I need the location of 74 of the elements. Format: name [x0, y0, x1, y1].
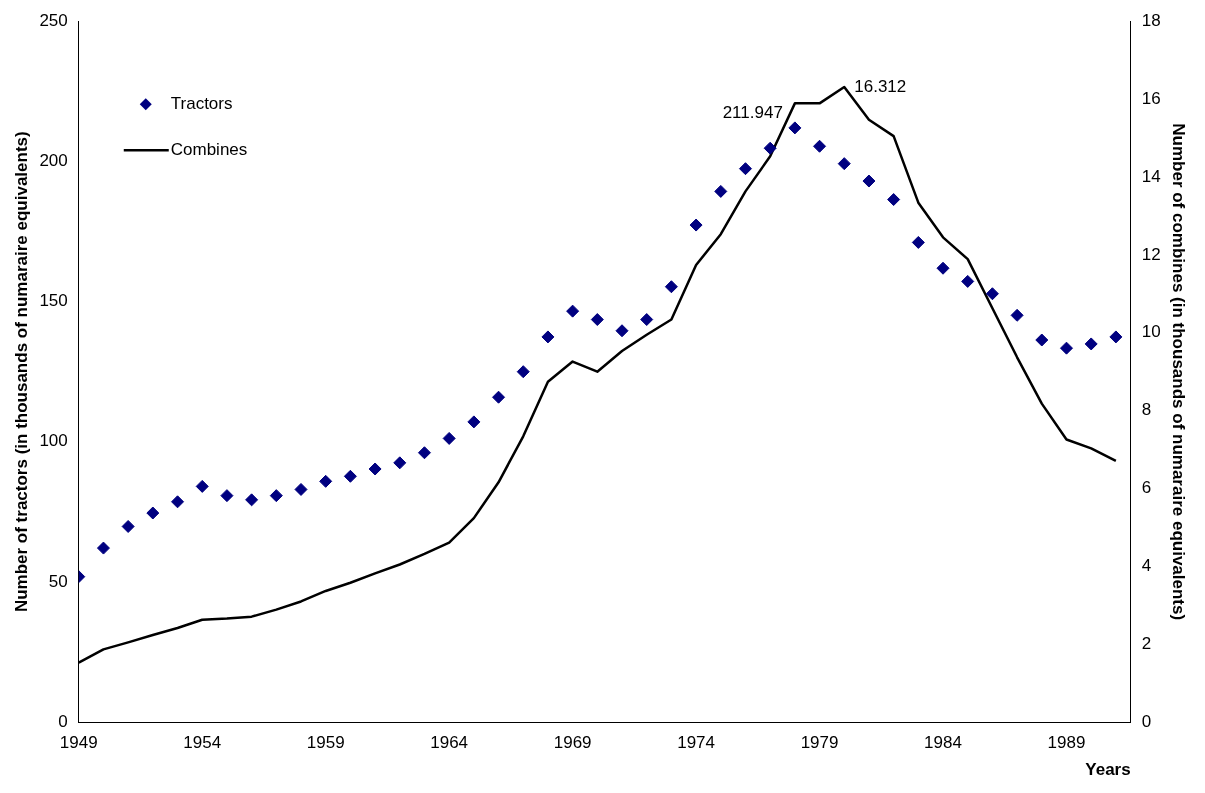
y2-tick-label: 12 [1141, 244, 1161, 264]
point [146, 506, 160, 520]
y2-tick-label: 8 [1141, 400, 1152, 420]
data-label: 16.312 [854, 76, 907, 96]
point [1059, 341, 1073, 355]
legend-label: Combines [170, 139, 248, 159]
point [368, 462, 382, 476]
point [664, 280, 678, 294]
y-tick-label: 250 [39, 10, 68, 30]
point [492, 390, 506, 404]
y2-tick-label: 14 [1141, 166, 1161, 186]
y2-axis-title: Number of combines (in thousands of numaraire equivalents) [1169, 123, 1189, 621]
point [516, 365, 530, 379]
point [738, 162, 752, 176]
point [714, 184, 728, 198]
point [269, 489, 283, 503]
x-tick-label: 1954 [183, 733, 222, 753]
point [911, 235, 925, 249]
x-tick-label: 1989 [1047, 733, 1086, 753]
point [96, 541, 110, 555]
point [319, 474, 333, 488]
y-tick-label: 100 [39, 431, 68, 451]
y2-tick-label: 4 [1141, 556, 1152, 576]
y2-tick-label: 10 [1141, 322, 1161, 342]
x-tick-label: 1949 [59, 733, 98, 753]
point [788, 121, 802, 135]
y2-tick-label: 0 [1141, 711, 1152, 731]
point [936, 261, 950, 275]
point [1084, 337, 1098, 351]
point [590, 313, 604, 327]
point [245, 493, 259, 507]
point [985, 287, 999, 301]
point [343, 469, 357, 483]
point [615, 324, 629, 338]
y2-tick-label: 18 [1141, 10, 1161, 30]
y2-tick-label: 2 [1141, 634, 1152, 653]
legend-label: Tractors [170, 93, 233, 113]
x-tick-label: 1979 [800, 733, 839, 753]
point [393, 456, 407, 470]
y-tick-label: 200 [39, 151, 68, 171]
point [417, 446, 431, 460]
point [171, 495, 185, 509]
y-tick-label: 50 [48, 571, 68, 591]
point [640, 313, 654, 327]
x-axis-title: Years [1085, 760, 1131, 780]
point [121, 519, 135, 533]
point [862, 174, 876, 188]
point [887, 193, 901, 207]
point [294, 482, 308, 496]
point [195, 479, 209, 493]
point [961, 274, 975, 288]
point [467, 415, 481, 429]
x-tick-label: 1969 [553, 733, 592, 753]
x-tick-label: 1984 [924, 733, 962, 753]
y-tick-label: 0 [58, 711, 68, 731]
data-label: 211.947 [722, 103, 783, 123]
y-axis-title: Number of tractors (in thousands of numaraire equivalents) [11, 131, 31, 613]
point [1035, 333, 1049, 347]
point [689, 218, 703, 232]
point [763, 141, 777, 155]
point [566, 304, 580, 318]
point [1010, 308, 1024, 322]
y2-tick-label: 16 [1141, 88, 1161, 108]
y-tick-label: 150 [39, 291, 68, 311]
x-tick-label: 1974 [677, 733, 716, 753]
point [837, 157, 851, 171]
point [813, 139, 827, 153]
y2-tick-label: 6 [1141, 478, 1152, 498]
x-tick-label: 1959 [306, 733, 345, 753]
point [442, 431, 456, 445]
point [1109, 330, 1123, 344]
point [541, 330, 555, 344]
x-tick-label: 1964 [430, 733, 469, 753]
point [220, 489, 234, 503]
